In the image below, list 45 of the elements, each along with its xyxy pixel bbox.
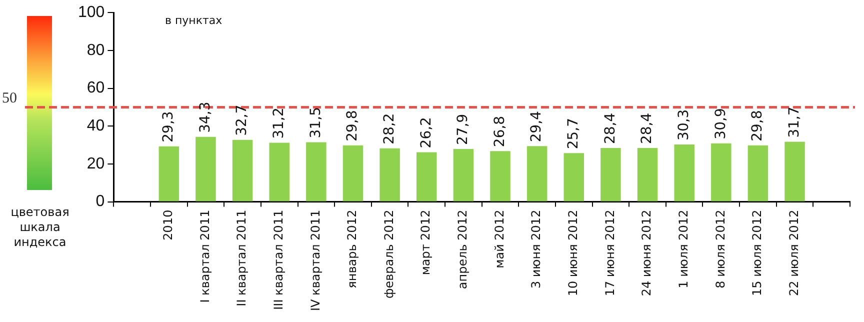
y-tick-label: 0 bbox=[96, 193, 105, 210]
x-tick-label: 15 июля 2012 bbox=[750, 210, 764, 296]
annotation: в пунктах bbox=[165, 14, 222, 27]
ref-line-label: 50 bbox=[2, 90, 17, 107]
data-label: 29,8 bbox=[750, 110, 766, 142]
x-tick-label: IV квартал 2011 bbox=[308, 210, 322, 312]
data-label: 29,3 bbox=[160, 111, 177, 142]
y-tick-label: 100 bbox=[78, 4, 105, 22]
x-tick-label: 3 июня 2012 bbox=[529, 210, 544, 289]
data-label: 31,2 bbox=[271, 108, 288, 139]
data-label: 29,4 bbox=[528, 110, 545, 142]
x-tick-label: I квартал 2011 bbox=[198, 210, 212, 303]
y-tick-label: 40 bbox=[86, 118, 105, 135]
data-label: 28,4 bbox=[602, 112, 618, 144]
data-label: 29,8 bbox=[344, 110, 361, 142]
data-label: 26,8 bbox=[492, 116, 508, 148]
x-tick-label: II квартал 2011 bbox=[234, 210, 249, 306]
data-label: 26,2 bbox=[418, 117, 434, 148]
x-tick-label: март 2012 bbox=[418, 210, 433, 276]
x-tick-label: январь 2012 bbox=[345, 210, 360, 288]
data-label: 31,7 bbox=[786, 106, 802, 138]
data-label: 32,7 bbox=[234, 104, 250, 136]
y-tick-label: 80 bbox=[86, 42, 105, 59]
x-tick-label: 2010 bbox=[161, 210, 176, 240]
x-tick-label: 10 июня 2012 bbox=[566, 210, 580, 296]
data-label: 34,3 bbox=[197, 102, 214, 133]
text: цветовая шкала индекса bbox=[10, 205, 70, 250]
x-tick-label: 22 июля 2012 bbox=[786, 210, 801, 296]
x-tick-label: 24 июня 2012 bbox=[640, 210, 654, 296]
y-tick-label: 60 bbox=[86, 80, 105, 97]
data-label: 30,3 bbox=[676, 109, 692, 140]
data-label: 28,4 bbox=[639, 112, 656, 144]
data-label: 28,2 bbox=[381, 113, 398, 144]
x-tick-label: 17 июня 2012 bbox=[602, 210, 617, 296]
data-label: 30,9 bbox=[712, 108, 729, 140]
data-label: 27,9 bbox=[455, 114, 472, 145]
x-tick-label: апрель 2012 bbox=[456, 210, 470, 290]
x-tick-label: III квартал 2011 bbox=[271, 210, 286, 310]
y-tick-label: 20 bbox=[86, 155, 105, 172]
x-tick-label: май 2012 bbox=[492, 210, 506, 268]
x-tick-label: февраль 2012 bbox=[382, 210, 396, 299]
data-label: 25,7 bbox=[566, 118, 582, 150]
x-tick-label: 8 июля 2012 bbox=[713, 210, 728, 288]
x-tick-label: 1 июля 2012 bbox=[676, 210, 690, 288]
data-label: 31,5 bbox=[308, 107, 324, 138]
